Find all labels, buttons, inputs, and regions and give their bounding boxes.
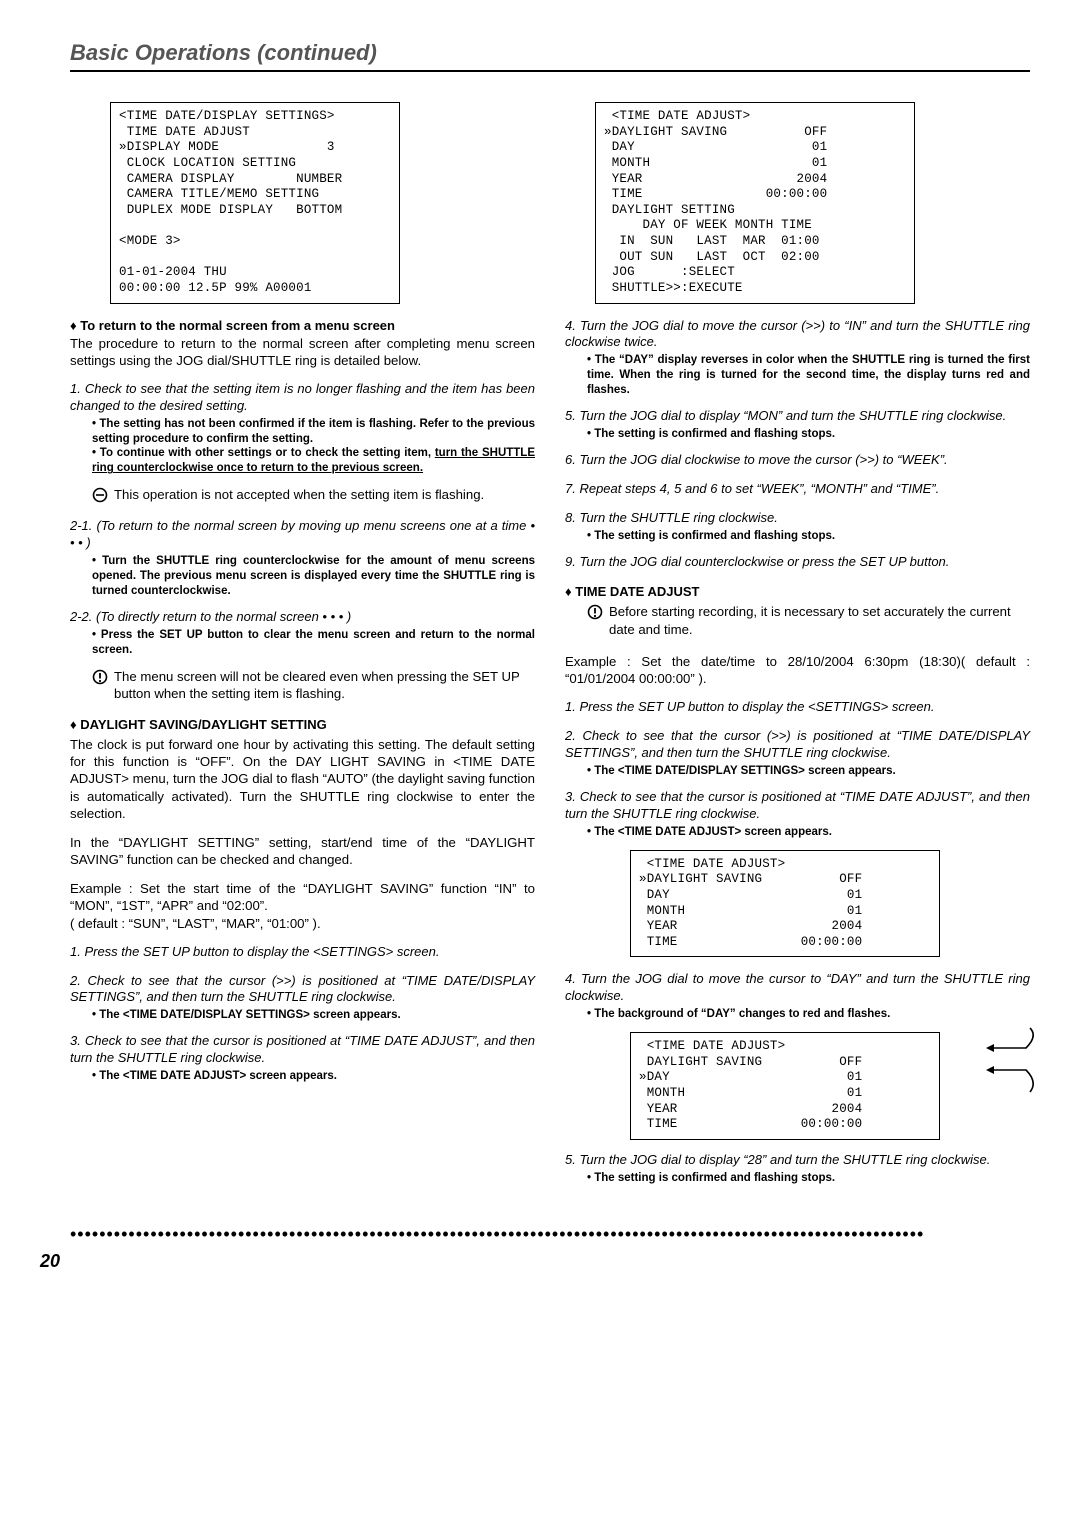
step-6: 6. Turn the JOG dial clockwise to move t… <box>565 452 1030 469</box>
heading-return-normal: To return to the normal screen from a me… <box>70 318 535 333</box>
paragraph: The clock is put forward one hour by act… <box>70 736 535 822</box>
example-text: Example : Set the date/time to 28/10/200… <box>565 653 1030 687</box>
step-7: 7. Repeat steps 4, 5 and 6 to set “WEEK”… <box>565 481 1030 498</box>
paragraph: The procedure to return to the normal sc… <box>70 335 535 369</box>
left-column: <TIME DATE/DISPLAY SETTINGS> TIME DATE A… <box>70 102 535 1196</box>
step-b2: 2. Check to see that the cursor (>>) is … <box>565 728 1030 762</box>
bullet-note: • The <TIME DATE/DISPLAY SETTINGS> scree… <box>587 764 1030 779</box>
right-column: <TIME DATE ADJUST> »DAYLIGHT SAVING OFF … <box>565 102 1030 1196</box>
paragraph: In the “DAYLIGHT SETTING” setting, start… <box>70 834 535 868</box>
step-a3: 3. Check to see that the cursor is posit… <box>70 1033 535 1067</box>
step-2-1: 2-1. (To return to the normal screen by … <box>70 518 535 552</box>
note-text: This operation is not accepted when the … <box>114 486 484 504</box>
step-4: 4. Turn the JOG dial to move the cursor … <box>565 318 1030 352</box>
step-9: 9. Turn the JOG dial counterclockwise or… <box>565 554 1030 571</box>
bullet-note: • The <TIME DATE ADJUST> screen appears. <box>587 825 1030 840</box>
step-2-2: 2-2. (To directly return to the normal s… <box>70 609 535 626</box>
step-8: 8. Turn the SHUTTLE ring clockwise. <box>565 510 1030 527</box>
bullet-note: • The background of “DAY” changes to red… <box>587 1007 1030 1022</box>
step-a2: 2. Check to see that the cursor (>>) is … <box>70 973 535 1007</box>
caution-note: Before starting recording, it is necessa… <box>587 603 1030 639</box>
menu-screen-settings: <TIME DATE/DISPLAY SETTINGS> TIME DATE A… <box>110 102 400 304</box>
step-a1: 1. Press the SET UP button to display th… <box>70 944 535 961</box>
forbidden-icon <box>92 487 108 503</box>
caution-icon <box>92 669 108 685</box>
bullet-note: • The setting is confirmed and flashing … <box>587 427 1030 442</box>
forbidden-note: This operation is not accepted when the … <box>92 486 535 504</box>
page-title: Basic Operations (continued) <box>70 40 1030 72</box>
menu-screen-with-arrows: <TIME DATE ADJUST> DAYLIGHT SAVING OFF »… <box>630 1032 1030 1140</box>
caution-icon <box>587 604 603 620</box>
text-line: Example : Set the start time of the “DAY… <box>70 881 535 913</box>
menu-screen-time-date-adjust-2: <TIME DATE ADJUST> »DAYLIGHT SAVING OFF … <box>630 850 940 958</box>
bullet-note: • Press the SET UP button to clear the m… <box>92 628 535 658</box>
step-5: 5. Turn the JOG dial to display “MON” an… <box>565 408 1030 425</box>
heading-time-date-adjust: TIME DATE ADJUST <box>565 584 1030 599</box>
step-b3: 3. Check to see that the cursor is posit… <box>565 789 1030 823</box>
step-b5: 5. Turn the JOG dial to display “28” and… <box>565 1152 1030 1169</box>
bullet-note: • Turn the SHUTTLE ring counterclockwise… <box>92 554 535 599</box>
menu-screen-time-date-adjust: <TIME DATE ADJUST> »DAYLIGHT SAVING OFF … <box>595 102 915 304</box>
caution-note: The menu screen will not be cleared even… <box>92 668 535 704</box>
bullet-note: • The <TIME DATE ADJUST> screen appears. <box>92 1069 535 1084</box>
bullet-note: • The <TIME DATE/DISPLAY SETTINGS> scree… <box>92 1008 535 1023</box>
note-text: Before starting recording, it is necessa… <box>609 603 1030 639</box>
curved-arrow-bottom-icon <box>980 1060 1040 1096</box>
dotted-separator: ••••••••••••••••••••••••••••••••••••••••… <box>70 1224 1030 1245</box>
example-text: Example : Set the start time of the “DAY… <box>70 880 535 931</box>
heading-daylight: DAYLIGHT SAVING/DAYLIGHT SETTING <box>70 717 535 732</box>
bullet-note: • The “DAY” display reverses in color wh… <box>587 353 1030 398</box>
bullet-note: • The setting has not been confirmed if … <box>92 417 535 447</box>
bullet-note: • To continue with other settings or to … <box>92 446 535 476</box>
page-number: 20 <box>40 1251 1030 1272</box>
bullet-note: • The setting is confirmed and flashing … <box>587 1171 1030 1186</box>
curved-arrow-top-icon <box>980 1026 1040 1062</box>
bullet-note: • The setting is confirmed and flashing … <box>587 529 1030 544</box>
text-line: ( default : “SUN”, “LAST”, “MAR”, “01:00… <box>70 916 321 931</box>
step-b1: 1. Press the SET UP button to display th… <box>565 699 1030 716</box>
step-b4: 4. Turn the JOG dial to move the cursor … <box>565 971 1030 1005</box>
note-text: The menu screen will not be cleared even… <box>114 668 535 704</box>
bullet-text: • To continue with other settings or to … <box>92 447 435 459</box>
two-column-layout: <TIME DATE/DISPLAY SETTINGS> TIME DATE A… <box>70 102 1030 1196</box>
step-1: 1. Check to see that the setting item is… <box>70 381 535 415</box>
